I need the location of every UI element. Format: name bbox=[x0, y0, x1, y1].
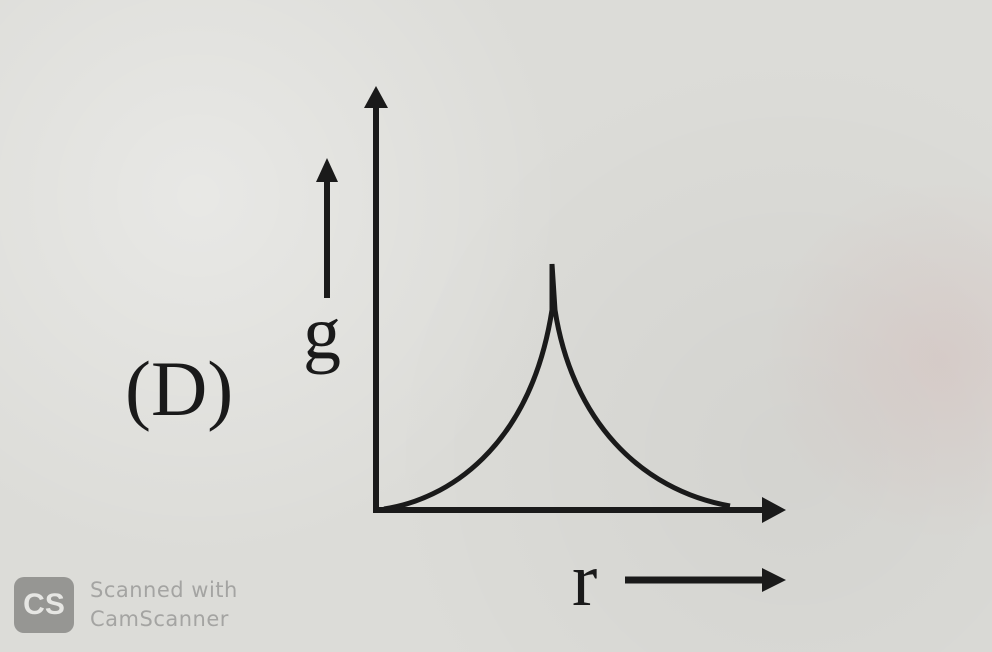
camscanner-logo-icon: CS bbox=[14, 577, 74, 633]
x-axis bbox=[373, 497, 786, 523]
x-direction-arrow bbox=[625, 568, 786, 592]
g-vs-r-curve bbox=[383, 263, 731, 512]
y-axis bbox=[364, 86, 388, 511]
y-axis-label: g bbox=[303, 291, 341, 375]
y-direction-arrow bbox=[316, 158, 338, 298]
watermark-line1: Scanned with bbox=[90, 578, 238, 602]
option-label: (D) bbox=[125, 345, 233, 432]
watermark-text: Scanned with CamScanner bbox=[90, 576, 238, 634]
watermark-line2: CamScanner bbox=[90, 607, 229, 631]
x-axis-label: r bbox=[572, 538, 597, 622]
camscanner-watermark: CS Scanned with CamScanner bbox=[14, 576, 238, 634]
